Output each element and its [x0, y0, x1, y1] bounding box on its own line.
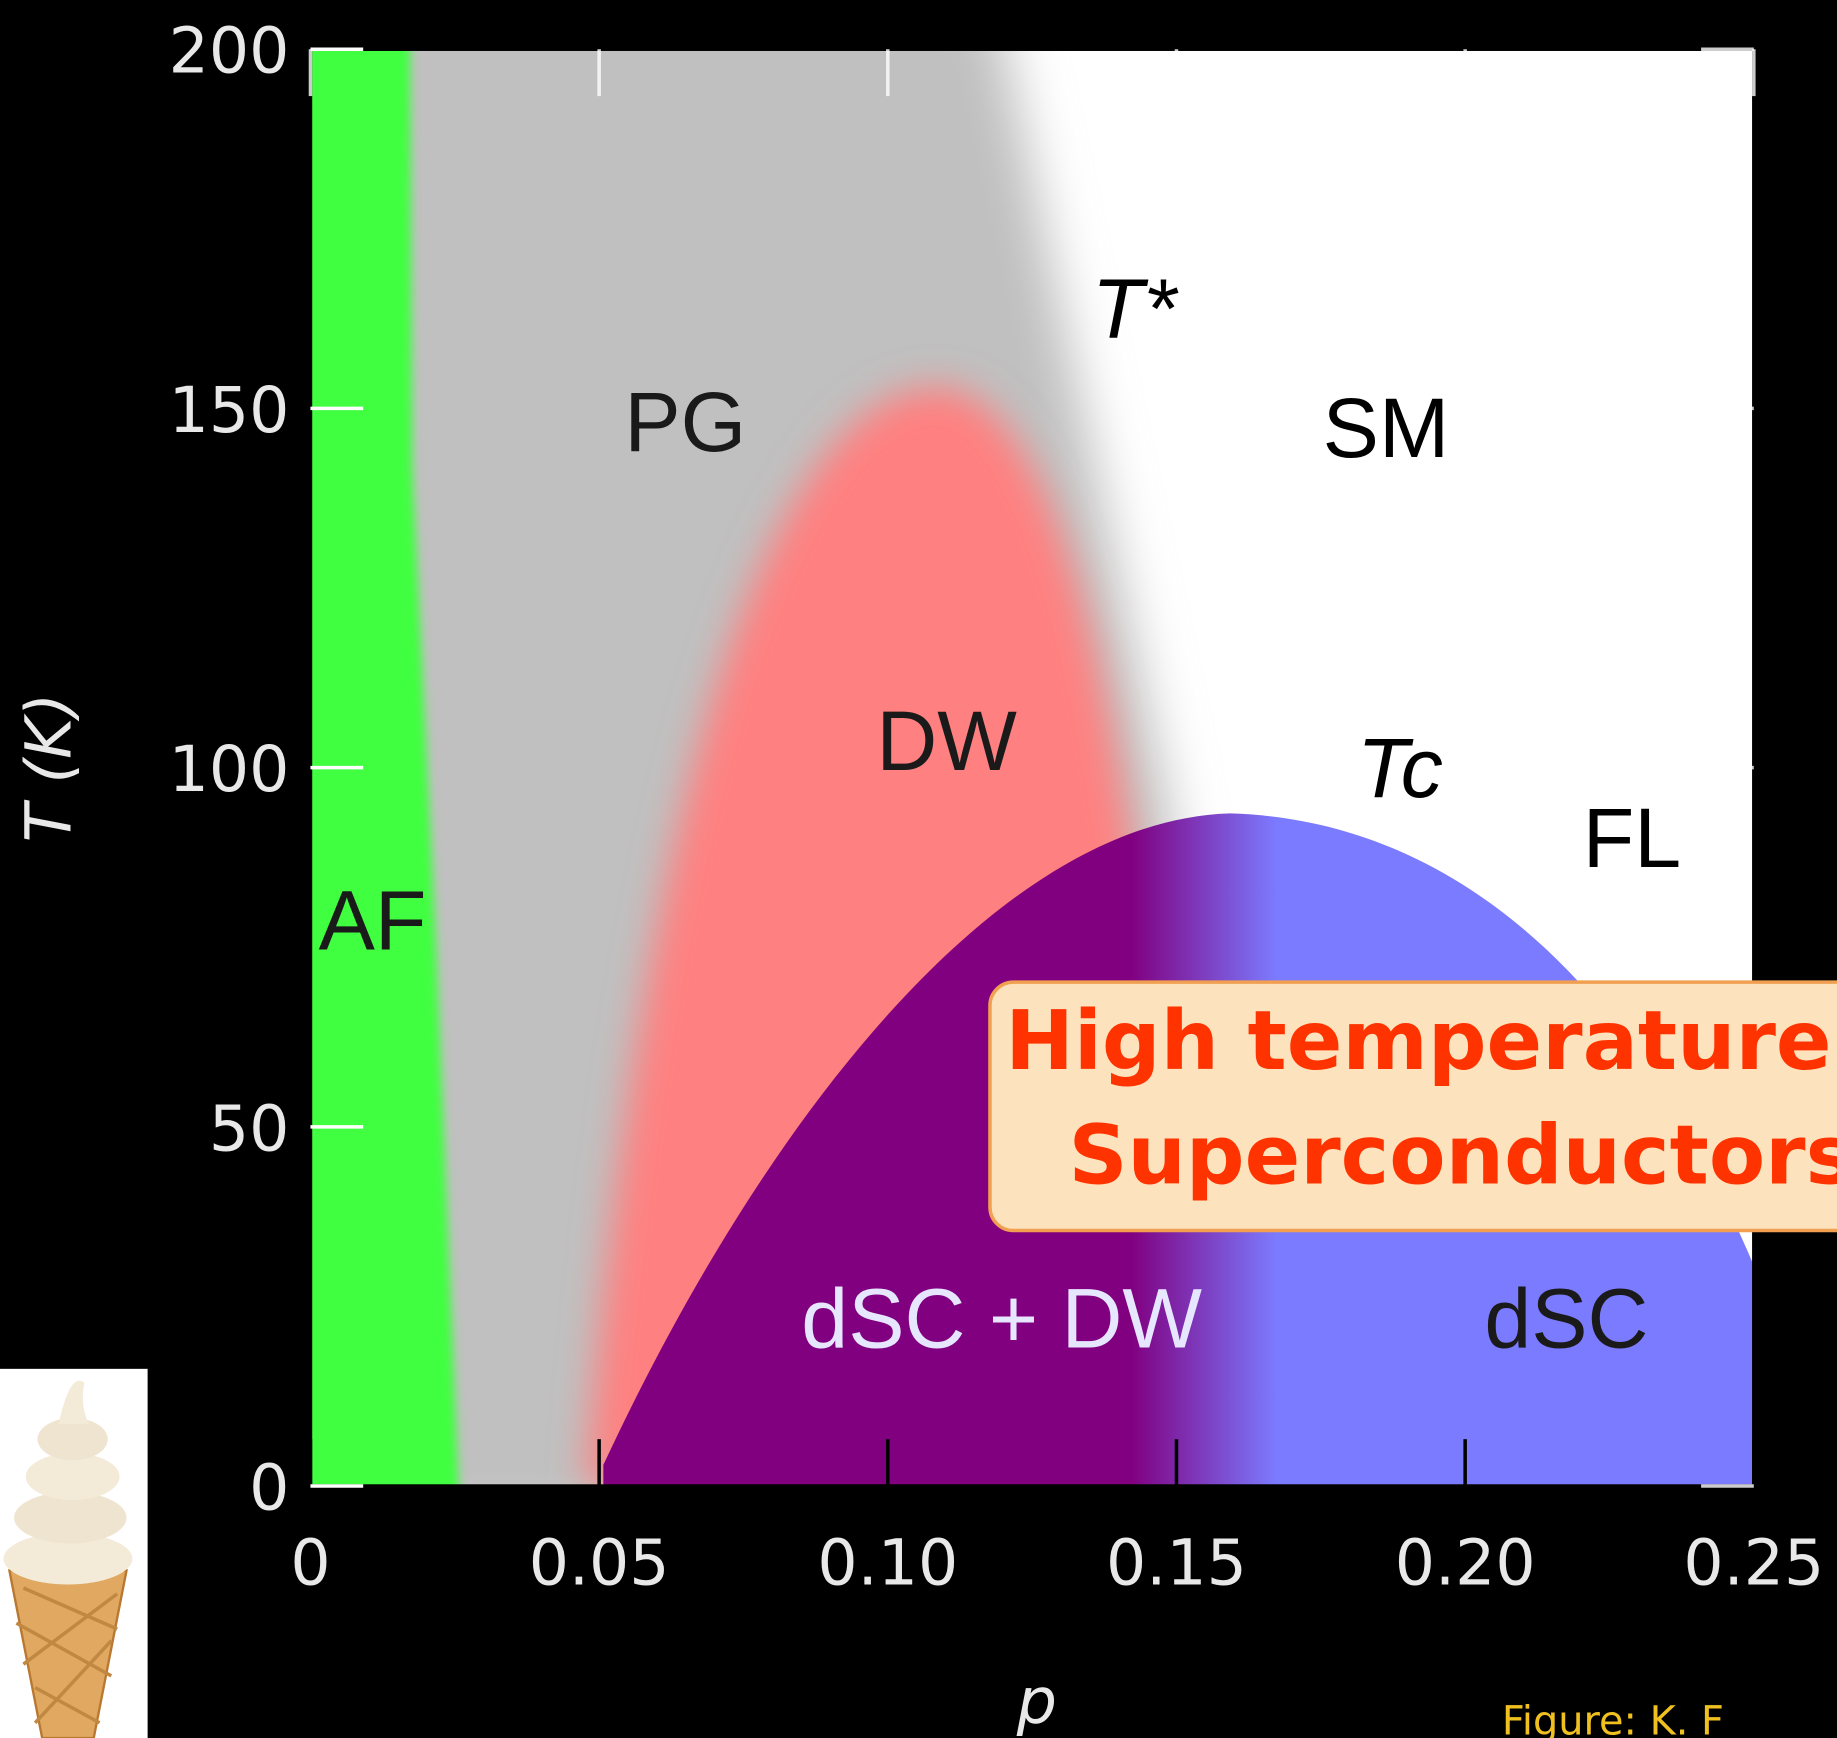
x-tick-label: 0.20 — [1395, 1525, 1536, 1599]
x-tick-label: 0.05 — [529, 1525, 670, 1599]
line-label: Tc — [1357, 721, 1443, 815]
x-tick-label: 0.25 — [1683, 1525, 1824, 1599]
region-label: dSC — [1484, 1272, 1648, 1366]
region-label: FL — [1583, 791, 1681, 885]
region-label: SM — [1323, 381, 1450, 475]
y-axis-label: T (K) — [11, 693, 85, 843]
credit: Figure: K. F — [1502, 1698, 1724, 1738]
x-tick-label: 0 — [290, 1525, 330, 1599]
x-tick-label: 0.10 — [817, 1525, 958, 1599]
y-tick-label: 200 — [169, 14, 290, 88]
ice-cream-image — [0, 1369, 148, 1738]
chart: 00.050.100.150.200.25050100150200 T (K) … — [0, 0, 1837, 1738]
callout-text: Superconductors — [1068, 1109, 1837, 1204]
region-label: PG — [624, 375, 746, 469]
region-label: DW — [876, 694, 1017, 788]
y-tick-label: 50 — [209, 1091, 290, 1165]
y-tick-label: 0 — [249, 1450, 289, 1524]
region-label: AF — [319, 873, 427, 967]
y-tick-label: 150 — [169, 373, 290, 447]
x-tick-label: 0.15 — [1106, 1525, 1247, 1599]
x-axis-label: p — [1016, 1664, 1057, 1738]
region-label: dSC + DW — [801, 1272, 1202, 1366]
line-label: T* — [1092, 262, 1180, 356]
y-tick-label: 100 — [169, 732, 290, 806]
callout-text: High temperature — [1005, 994, 1831, 1089]
